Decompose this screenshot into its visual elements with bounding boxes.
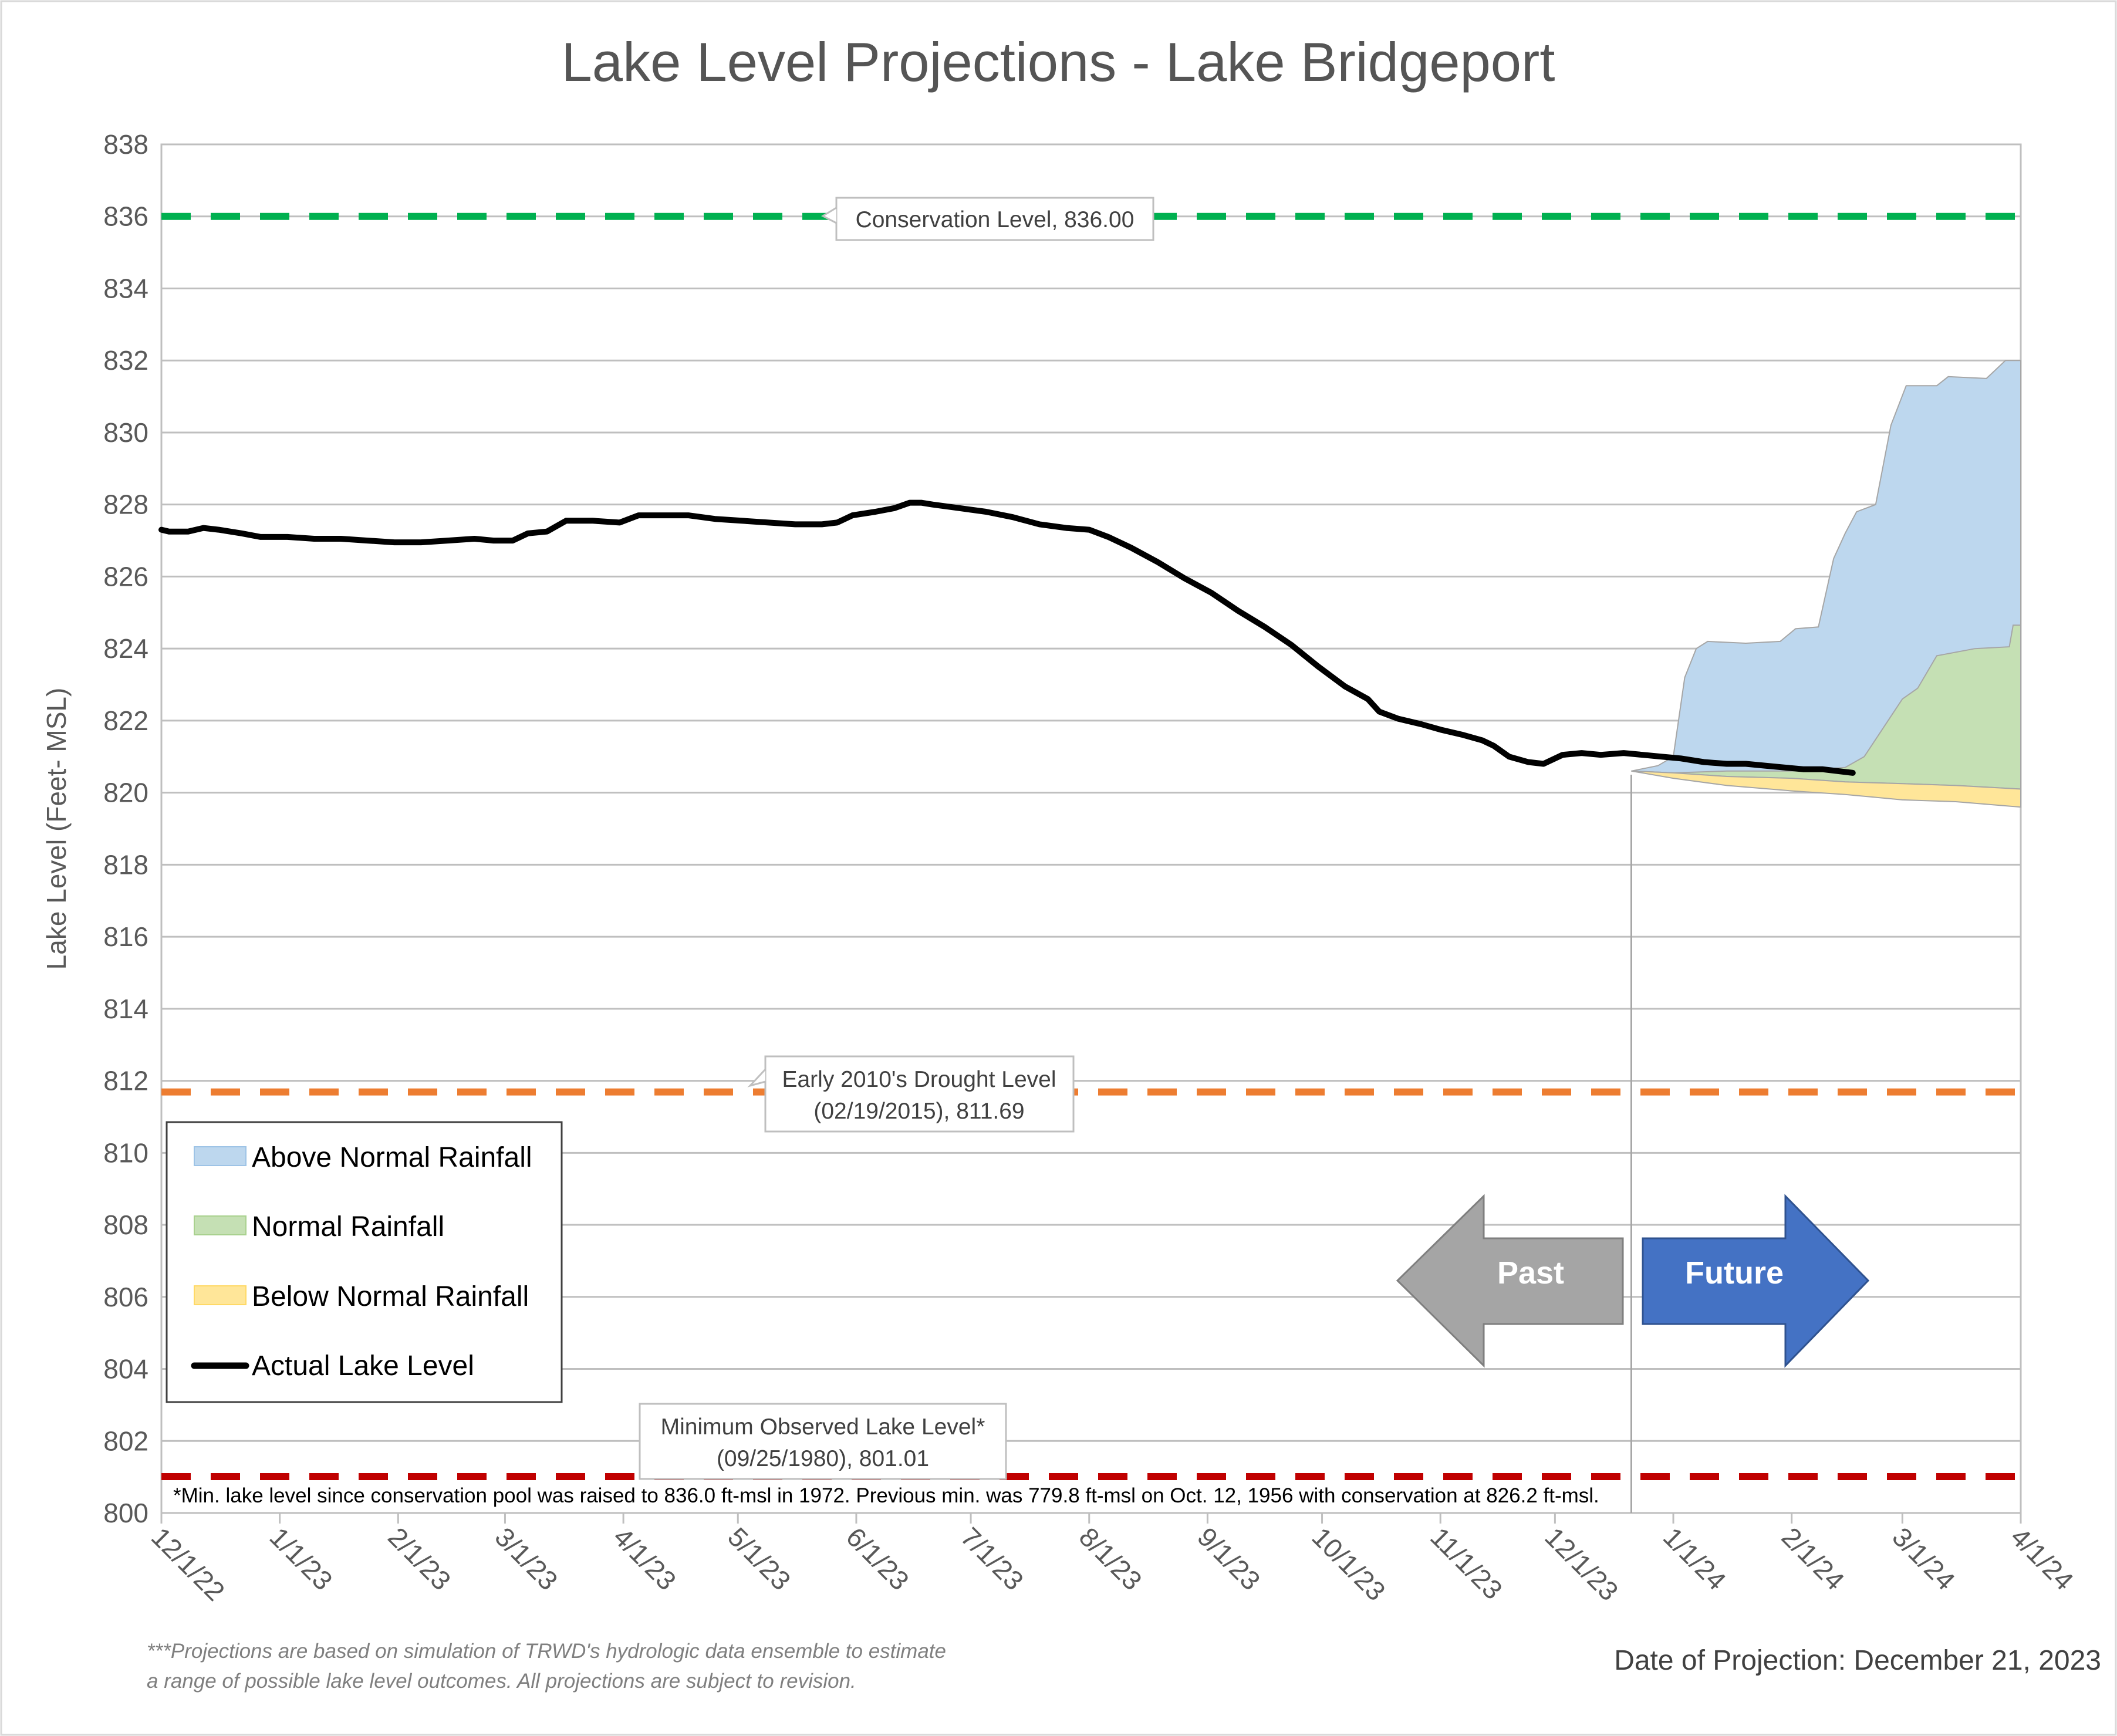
disclaimer-line1: ***Projections are based on simulation o… bbox=[147, 1640, 946, 1663]
y-tick-label-822: 822 bbox=[103, 705, 148, 736]
disclaimer-line2: a range of possible lake level outcomes.… bbox=[147, 1670, 856, 1693]
y-tick-label-838: 838 bbox=[103, 129, 148, 160]
past-arrow-label: Past bbox=[1497, 1255, 1564, 1291]
footnote: *Min. lake level since conservation pool… bbox=[173, 1484, 1599, 1507]
y-tick-label-812: 812 bbox=[103, 1066, 148, 1096]
legend-label-normal: Normal Rainfall bbox=[252, 1211, 444, 1242]
reference-lines bbox=[161, 212, 2021, 1481]
minimum-callout-line1: Minimum Observed Lake Level* bbox=[661, 1414, 985, 1440]
y-tick-label-824: 824 bbox=[103, 633, 148, 664]
y-tick-label-826: 826 bbox=[103, 561, 148, 592]
past-arrow: Past bbox=[1396, 1194, 1624, 1368]
y-tick-label-804: 804 bbox=[103, 1354, 148, 1384]
y-tick-label-810: 810 bbox=[103, 1137, 148, 1168]
y-tick-label-808: 808 bbox=[103, 1210, 148, 1240]
band-below-normal bbox=[1631, 770, 2021, 808]
legend-label-above: Above Normal Rainfall bbox=[252, 1142, 532, 1173]
y-tick-label-806: 806 bbox=[103, 1282, 148, 1312]
legend-swatch-normal bbox=[194, 1215, 247, 1235]
actual-lake-level-line bbox=[158, 499, 1856, 776]
conservation-callout: Conservation Level, 836.00 bbox=[821, 197, 1154, 241]
y-tick-label-836: 836 bbox=[103, 201, 148, 232]
chart-title: Lake Level Projections - Lake Bridgeport bbox=[562, 31, 1555, 93]
drought-callout: Early 2010's Drought Level (02/19/2015),… bbox=[747, 1055, 1075, 1133]
legend-box bbox=[166, 1121, 563, 1403]
y-tick-label-800: 800 bbox=[103, 1498, 148, 1528]
y-tick-label-818: 818 bbox=[103, 849, 148, 880]
drought-callout-line1: Early 2010's Drought Level bbox=[782, 1067, 1056, 1092]
drought-callout-line2: (02/19/2015), 811.69 bbox=[813, 1099, 1024, 1124]
y-tick-label-828: 828 bbox=[103, 489, 148, 520]
y-tick-label-820: 820 bbox=[103, 778, 148, 808]
y-tick-label-802: 802 bbox=[103, 1426, 148, 1456]
legend-label-actual: Actual Lake Level bbox=[252, 1350, 474, 1382]
conservation-callout-text: Conservation Level, 836.00 bbox=[856, 207, 1135, 232]
minimum-callout-line2: (09/25/1980), 801.01 bbox=[717, 1446, 929, 1471]
y-tick-label-834: 834 bbox=[103, 273, 148, 303]
legend-label-below: Below Normal Rainfall bbox=[252, 1281, 529, 1312]
projection-date: Date of Projection: December 21, 2023 bbox=[1614, 1645, 2101, 1676]
y-tick-label-832: 832 bbox=[103, 345, 148, 376]
projection-bands bbox=[1631, 360, 2021, 808]
actual-series bbox=[158, 499, 1856, 776]
y-tick-label-814: 814 bbox=[103, 994, 148, 1024]
future-arrow: Future bbox=[1642, 1194, 1870, 1368]
y-tick-label-816: 816 bbox=[103, 921, 148, 952]
legend-swatch-above bbox=[194, 1146, 247, 1166]
minimum-callout: Minimum Observed Lake Level* (09/25/1980… bbox=[639, 1403, 1007, 1480]
y-tick-label-830: 830 bbox=[103, 417, 148, 448]
y-axis-label: Lake Level (Feet- MSL) bbox=[41, 688, 72, 970]
legend: Above Normal Rainfall Normal Rainfall Be… bbox=[166, 1121, 563, 1403]
legend-swatch-below bbox=[194, 1285, 247, 1305]
future-arrow-label: Future bbox=[1685, 1255, 1784, 1291]
